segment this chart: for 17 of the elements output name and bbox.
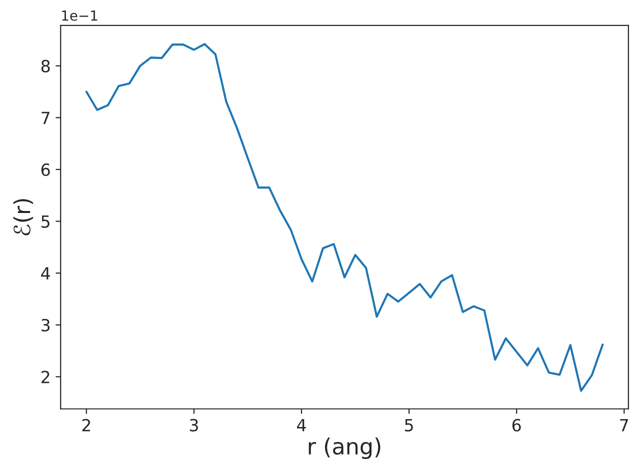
x-tick-label: 6 [512,418,521,432]
y-tick-label: 7 [42,112,50,124]
y-tick-label: 5 [42,215,50,228]
y-tick-label: 6 [41,163,50,176]
x-tick-label: 5 [405,419,413,432]
x-tick-label: 3 [190,418,198,432]
y-tick-label: 4 [41,267,50,280]
y-axis-title: ℰ(r) [13,199,34,236]
x-tick-label: 2 [82,418,90,432]
text: 1e−1 [62,10,98,21]
x-tick-label: 7 [620,419,628,432]
y-tick-label: 3 [42,318,50,332]
x-axis-title: r (ang) [308,438,380,460]
y-tick-label: 8 [41,60,50,72]
line-series [85,43,604,392]
x-tick-label: 4 [297,419,306,432]
y-tick-label: 2 [42,370,50,384]
